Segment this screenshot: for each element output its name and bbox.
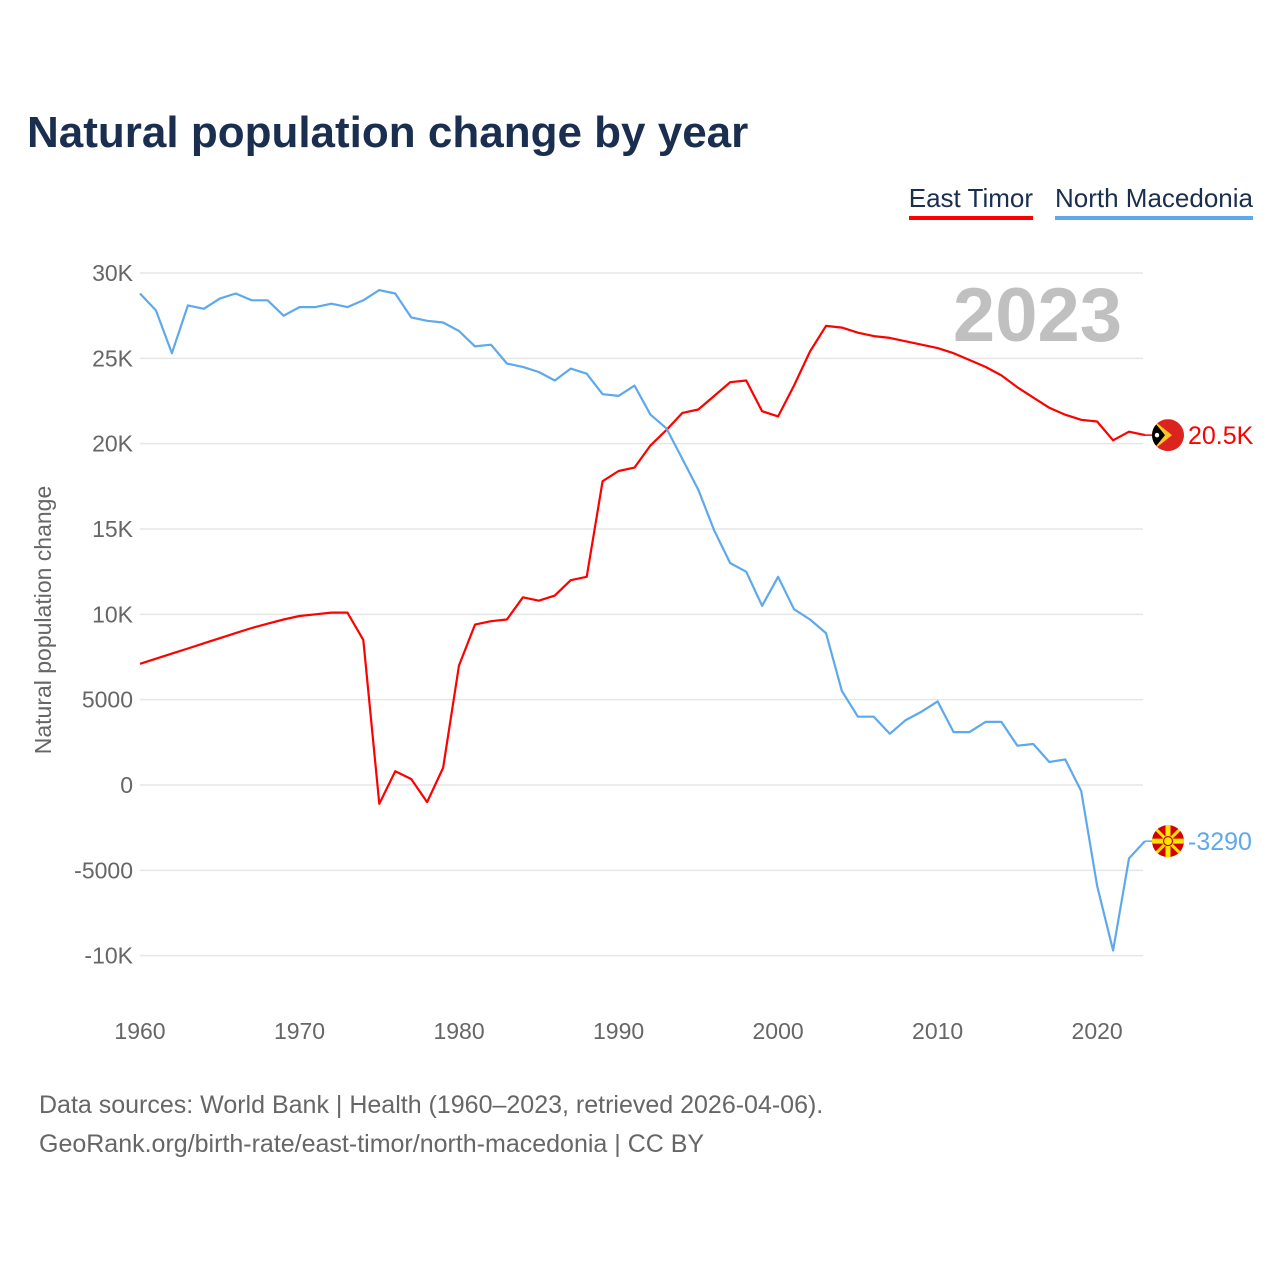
y-tick-label: 30K xyxy=(92,260,134,286)
data-source-text: Data sources: World Bank | Health (1960–… xyxy=(39,1091,824,1119)
legend: East Timor North Macedonia xyxy=(908,183,1253,220)
y-tick-label: 5000 xyxy=(82,687,133,713)
y-tick-label: -10K xyxy=(84,943,133,969)
y-axis-label: Natural population change xyxy=(30,486,56,755)
y-tick-label: 10K xyxy=(92,601,134,627)
y-tick-label: 0 xyxy=(120,772,133,798)
end-value-label: -3290 xyxy=(1188,828,1252,856)
year-watermark: 2023 xyxy=(953,273,1122,358)
y-tick-label: -5000 xyxy=(74,857,133,883)
x-tick-label: 1990 xyxy=(593,1018,644,1044)
x-tick-label: 2010 xyxy=(912,1018,963,1044)
source-url-text: GeoRank.org/birth-rate/east-timor/north-… xyxy=(39,1130,705,1158)
x-tick-label: 2020 xyxy=(1072,1018,1123,1044)
y-tick-label: 25K xyxy=(92,345,134,371)
footer: Data sources: World Bank | Health (1960–… xyxy=(39,1086,823,1164)
end-value-label: 20.5K xyxy=(1188,422,1254,450)
x-tick-label: 1970 xyxy=(274,1018,325,1044)
series-line-east-timor xyxy=(139,324,1146,805)
y-tick-label: 20K xyxy=(92,431,134,457)
chart-title: Natural population change by year xyxy=(27,108,749,157)
x-tick-label: 1960 xyxy=(114,1018,165,1044)
x-tick-label: 2000 xyxy=(753,1018,804,1044)
legend-item-north-macedonia[interactable]: North Macedonia xyxy=(1055,183,1253,220)
series-line-north-macedonia xyxy=(139,289,1146,952)
east-timor-flag-icon xyxy=(1152,419,1184,452)
y-tick-label: 15K xyxy=(92,516,134,542)
legend-item-east-timor[interactable]: East Timor xyxy=(908,183,1033,220)
north-macedonia-flag-icon xyxy=(1152,825,1184,858)
x-tick-label: 1980 xyxy=(433,1018,484,1044)
